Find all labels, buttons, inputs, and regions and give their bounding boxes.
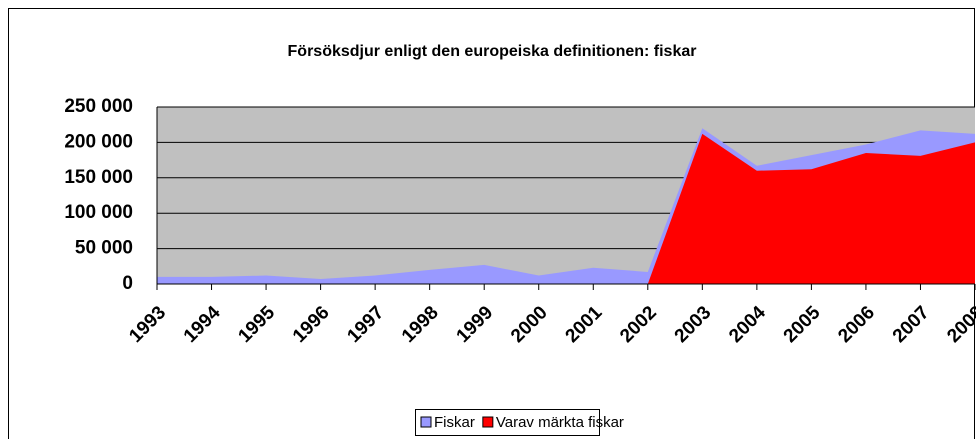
legend-label: Varav märkta fiskar bbox=[496, 414, 624, 431]
legend: Fiskar Varav märkta fiskar bbox=[415, 409, 624, 436]
chart-title: Försöksdjur enligt den europeiska defini… bbox=[288, 43, 697, 60]
legend-box bbox=[415, 409, 600, 436]
y-tick-label: 150 000 bbox=[64, 167, 133, 188]
legend-swatch bbox=[482, 416, 494, 428]
y-tick-label: 0 bbox=[122, 273, 133, 294]
legend-swatch bbox=[420, 416, 432, 428]
area bbox=[157, 133, 975, 284]
y-tick-label: 100 000 bbox=[64, 202, 133, 223]
y-tick-label: 200 000 bbox=[64, 131, 133, 152]
legend-label: Fiskar bbox=[434, 414, 475, 431]
y-tick-label: 50 000 bbox=[75, 238, 133, 259]
y-tick-label: 250 000 bbox=[64, 96, 133, 117]
